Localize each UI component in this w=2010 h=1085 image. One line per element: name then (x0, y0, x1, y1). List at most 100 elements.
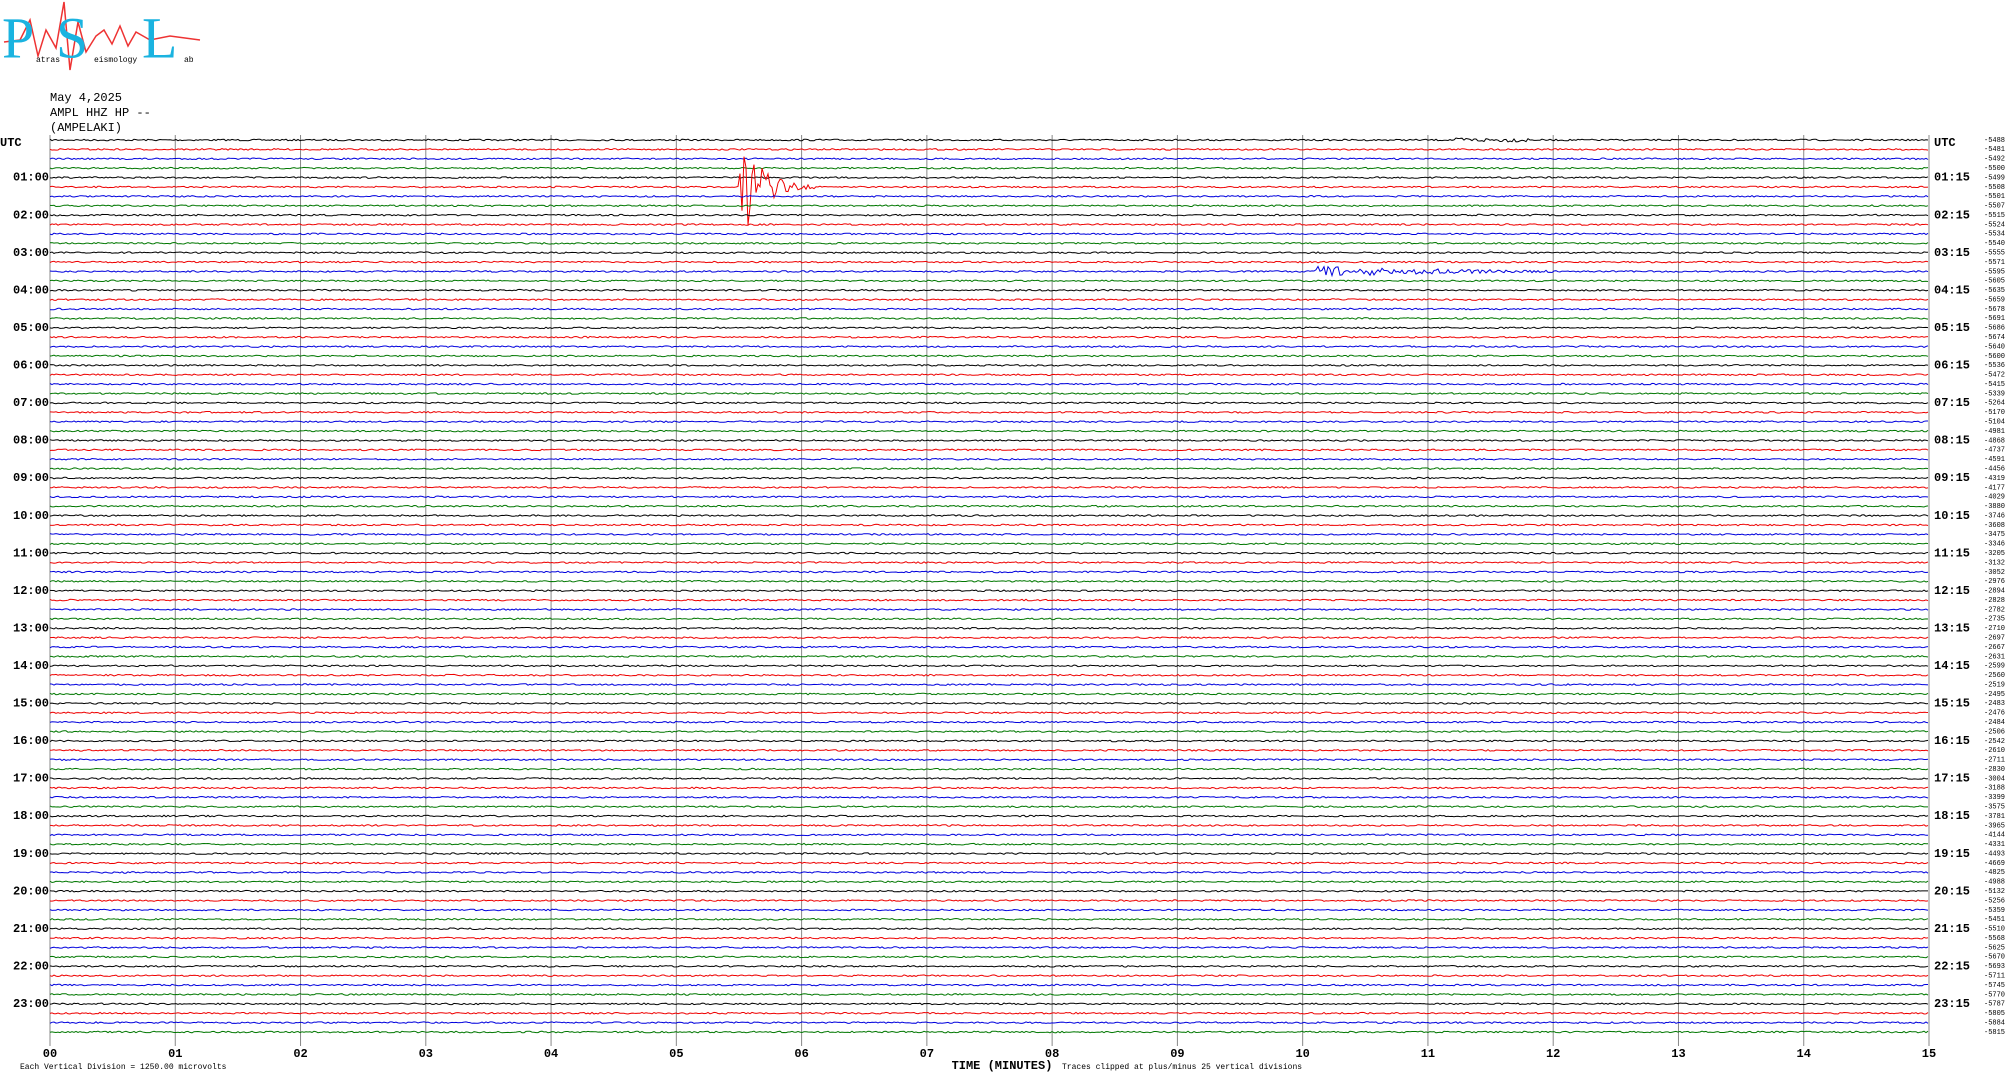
x-tick-label: 12 (1546, 1047, 1560, 1061)
trace-offset: -5507 (1984, 203, 2005, 211)
time-label-left: 22:00 (13, 959, 49, 973)
trace (49, 777, 1929, 780)
time-label-left: UTC (0, 136, 22, 150)
time-label-right: 20:15 (1934, 884, 1970, 898)
trace-offset: -5600 (1984, 353, 2005, 361)
trace (49, 767, 1929, 771)
trace-offset: -2631 (1984, 653, 2005, 661)
x-tick-label: 02 (293, 1047, 307, 1061)
trace-offset: -5745 (1984, 982, 2005, 990)
trace (49, 561, 1929, 564)
trace-offset: -2711 (1984, 757, 2005, 765)
trace (49, 316, 1929, 320)
trace (49, 363, 1929, 367)
trace-offset: -5555 (1984, 250, 2005, 258)
trace (49, 636, 1929, 640)
trace-offset: -5691 (1984, 315, 2005, 323)
trace-offset: -2735 (1984, 616, 2005, 624)
trace-offset: -5510 (1984, 926, 2005, 934)
trace-offset: -3880 (1984, 503, 2005, 511)
trace (49, 899, 1929, 902)
trace (49, 673, 1929, 677)
time-label-right: 13:15 (1934, 621, 1970, 635)
trace (49, 617, 1929, 621)
trace-offset: -3608 (1984, 522, 2005, 530)
trace-offset: -5500 (1984, 165, 2005, 173)
trace-offset: -5686 (1984, 325, 2005, 333)
trace-offset: -5256 (1984, 897, 2005, 905)
time-label-left: 06:00 (13, 359, 49, 373)
trace (49, 532, 1929, 536)
trace-offset: -5678 (1984, 306, 2005, 314)
time-label-right: 22:15 (1934, 959, 1970, 973)
trace-offset: -5536 (1984, 362, 2005, 370)
time-label-right: 11:15 (1934, 546, 1970, 560)
logo: P atras S eismology L ab (2, 1, 201, 70)
trace-offset: -5415 (1984, 381, 2005, 389)
trace (49, 213, 1929, 217)
trace-offset: -3004 (1984, 775, 2005, 783)
trace-offset: -5451 (1984, 916, 2005, 924)
trace-offset: -5568 (1984, 935, 2005, 943)
trace-offset: -4144 (1984, 832, 2005, 840)
time-label-right: 15:15 (1934, 697, 1970, 711)
logo-small: eismology (94, 56, 137, 65)
trace-offset: -5132 (1984, 888, 2005, 896)
trace-offset: -5770 (1984, 991, 2005, 999)
trace (49, 946, 1929, 949)
trace (49, 156, 1929, 225)
trace-offset: -5264 (1984, 400, 2005, 408)
time-label-right: 03:15 (1934, 246, 1970, 260)
trace (49, 570, 1929, 574)
trace-offset: -5481 (1984, 146, 2005, 154)
trace (49, 795, 1929, 799)
trace-offset: -2542 (1984, 738, 2005, 746)
trace (49, 401, 1929, 405)
trace-offset: -5571 (1984, 259, 2005, 267)
trace-offset: -2782 (1984, 606, 2005, 614)
trace (49, 495, 1929, 499)
trace (49, 1030, 1929, 1034)
trace (49, 833, 1928, 837)
trace (49, 983, 1928, 987)
x-tick-label: 15 (1922, 1047, 1936, 1061)
trace (49, 298, 1929, 302)
trace (49, 392, 1929, 395)
trace (49, 711, 1929, 715)
trace (50, 551, 1929, 555)
trace-offset: -2483 (1984, 700, 2005, 708)
trace (49, 992, 1929, 996)
date: May 4,2025 (50, 91, 122, 105)
trace (49, 692, 1929, 696)
x-tick-label: 03 (419, 1047, 433, 1061)
time-label-left: 19:00 (13, 847, 49, 861)
time-label-right: 06:15 (1934, 359, 1970, 373)
trace (49, 645, 1929, 649)
trace (49, 147, 1929, 151)
trace (49, 166, 1929, 170)
trace-offset: -3399 (1984, 794, 2005, 802)
logo-small: ab (184, 56, 194, 65)
trace (49, 880, 1929, 884)
division-note: Each Vertical Division = 1250.00 microvo… (20, 1063, 227, 1072)
trace-offset: -5339 (1984, 390, 2005, 398)
time-label-right: 14:15 (1934, 659, 1970, 673)
trace-offset: -4868 (1984, 437, 2005, 445)
time-label-left: 12:00 (13, 584, 49, 598)
clip-note: Traces clipped at plus/minus 25 vertical… (1062, 1063, 1302, 1072)
x-tick-label: 10 (1295, 1047, 1309, 1061)
trace (49, 232, 1929, 236)
trace (49, 260, 1929, 264)
trace (49, 467, 1929, 471)
time-label-left: 07:00 (13, 396, 49, 410)
trace-offset: -3746 (1984, 512, 2005, 520)
trace-offset: -4331 (1984, 841, 2005, 849)
time-label-right: 01:15 (1934, 171, 1970, 185)
trace (49, 279, 1929, 283)
trace (49, 504, 1929, 508)
trace-offset: -5805 (1984, 1010, 2005, 1018)
logo-letter: P (2, 5, 34, 70)
time-label-left: 15:00 (13, 697, 49, 711)
trace (49, 927, 1929, 931)
